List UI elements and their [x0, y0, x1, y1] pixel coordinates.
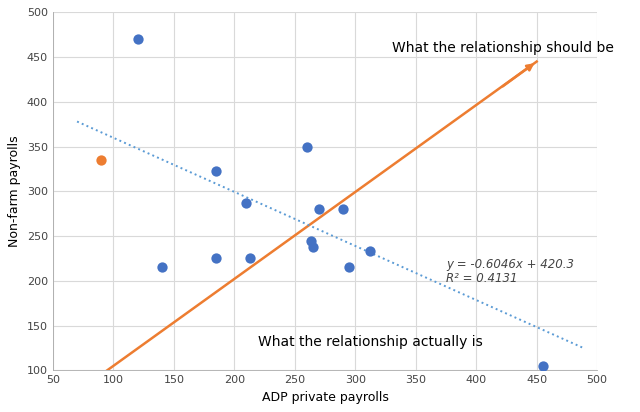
Point	[211, 167, 221, 174]
Point	[344, 264, 355, 271]
Point	[308, 243, 318, 250]
Text: What the relationship should be: What the relationship should be	[392, 41, 613, 55]
Point	[301, 143, 312, 150]
Point	[305, 237, 316, 244]
Point	[365, 248, 375, 255]
Text: What the relationship actually is: What the relationship actually is	[259, 335, 483, 349]
Point	[245, 255, 255, 262]
Text: R² = 0.4131: R² = 0.4131	[446, 272, 518, 286]
Point	[132, 36, 143, 42]
Point	[241, 200, 252, 206]
X-axis label: ADP private payrolls: ADP private payrolls	[262, 391, 388, 404]
Point	[211, 255, 221, 262]
Point	[338, 206, 348, 213]
Point	[157, 264, 167, 271]
Point	[96, 157, 106, 163]
Y-axis label: Non-farm payrolls: Non-farm payrolls	[8, 136, 21, 247]
Text: y = -0.6046x + 420.3: y = -0.6046x + 420.3	[446, 258, 574, 271]
Point	[314, 206, 324, 213]
Point	[538, 363, 548, 369]
